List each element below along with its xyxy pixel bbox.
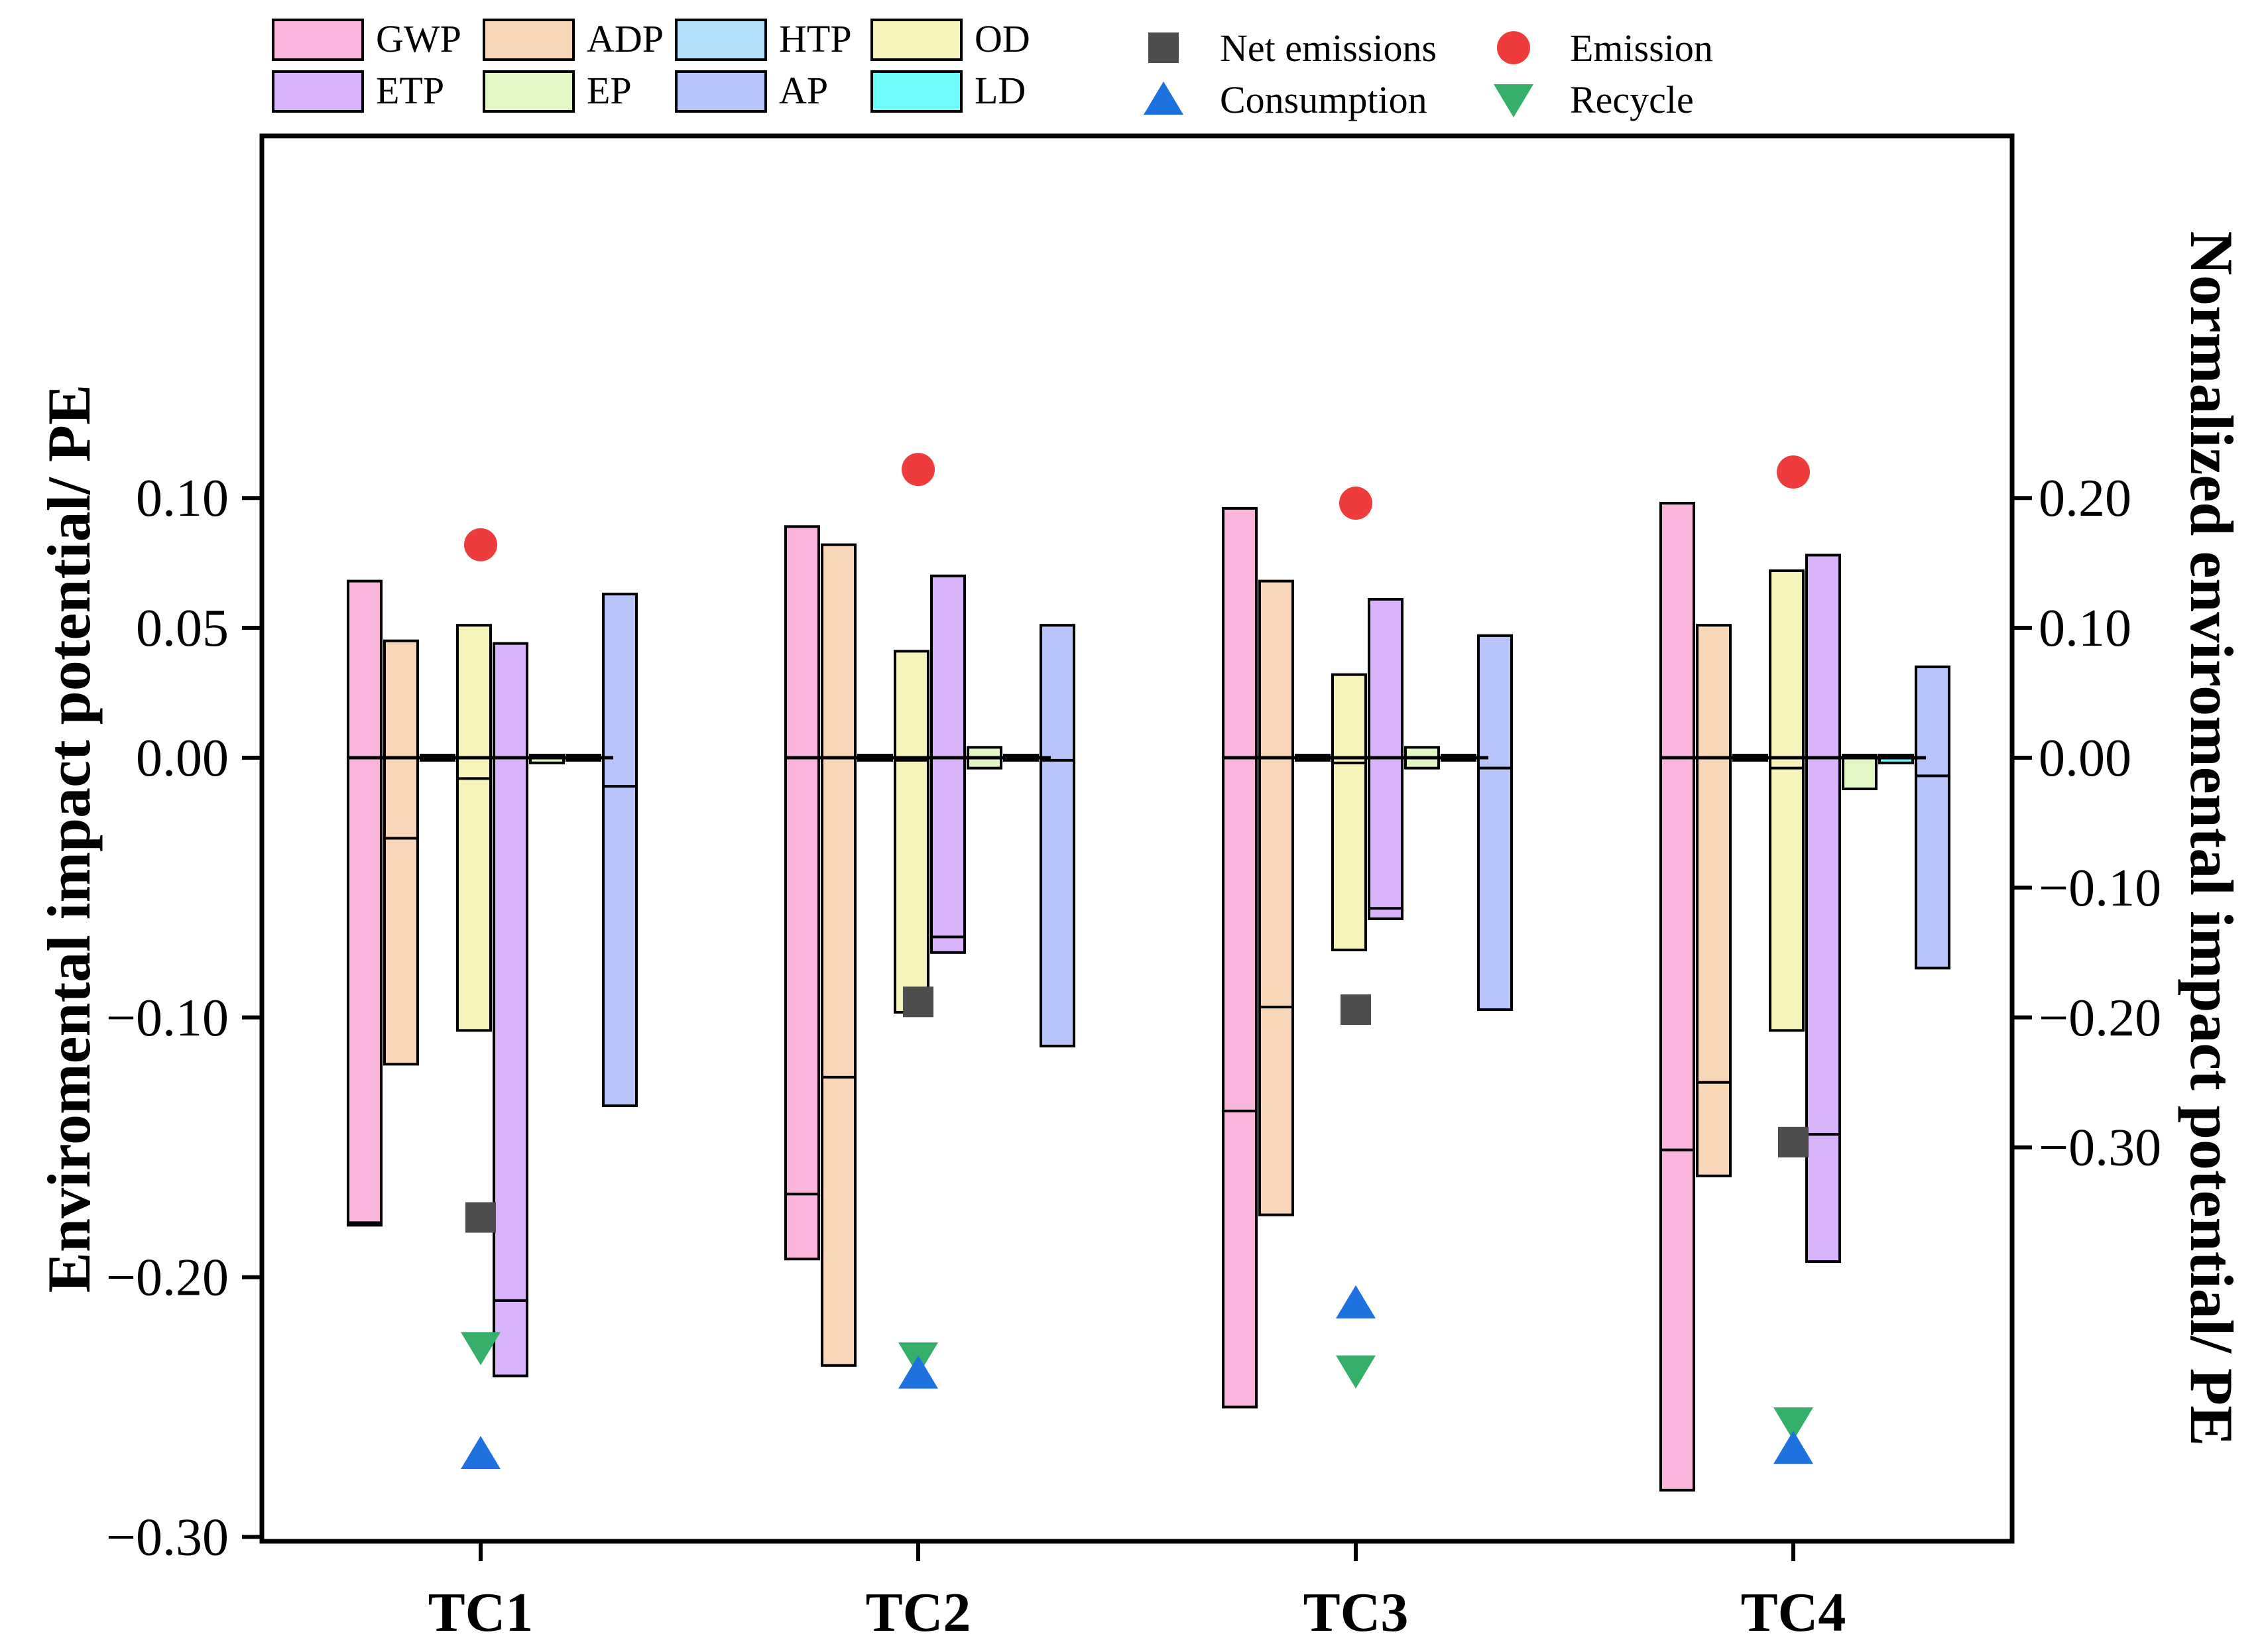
legend-item-emission: Emission (1497, 27, 1713, 70)
legend-swatch-gwp (272, 19, 364, 61)
bar-tc1-gwp (347, 579, 383, 1227)
legend-item-consumption: Consumption (1144, 78, 1427, 121)
legend-marker-consumption (1144, 82, 1183, 115)
legend-marker-emission (1497, 31, 1530, 64)
legend-label-ld: LD (975, 69, 1026, 112)
bar-tc4-od (1769, 569, 1805, 1032)
left-tick-label: −0.30 (106, 1508, 229, 1566)
legend-item-adp: ADP (483, 17, 664, 61)
bar-group-tc1 (347, 579, 638, 1378)
left-tick-label: −0.10 (106, 989, 229, 1047)
legend-swatch-htp (675, 19, 767, 61)
legend-label-consumption: Consumption (1220, 78, 1427, 121)
axes-layer: 0.10 0.05 0.00 −0.10 −0.20 −0.30 0.20 0.10 0.00 −… (106, 469, 2161, 1643)
bar-group-tc4 (1659, 502, 1950, 1492)
marker-emission-tc4 (1777, 455, 1810, 489)
legend-item-ap: AP (675, 69, 828, 113)
right-tick-label: 0.20 (2039, 469, 2131, 528)
bar-tc2-adp (821, 543, 857, 1367)
bar-tc2-etp (930, 574, 966, 954)
legend-marker-recycle (1494, 84, 1533, 117)
legend-label-recycle: Recycle (1570, 78, 1694, 121)
marker-consumption-tc2 (898, 1355, 938, 1389)
markers-layer (461, 453, 1813, 1470)
legend-item-od: OD (870, 17, 1030, 61)
bar-tc3-adp (1258, 579, 1294, 1216)
right-tick-label: −0.30 (2039, 1119, 2161, 1177)
bar-tc3-ap (1477, 634, 1513, 1012)
right-axis-title: Normalized enviromental impact potential… (2178, 231, 2245, 1446)
bar-group-tc3 (1222, 506, 1513, 1409)
legend-label-htp: HTP (779, 17, 852, 60)
bar-tc3-gwp (1222, 506, 1258, 1409)
right-tick-label: −0.20 (2039, 989, 2161, 1047)
bar-tc4-ap (1915, 665, 1950, 970)
bar-tc4-gwp (1659, 502, 1695, 1492)
bars-layer (347, 502, 1950, 1492)
bar-tc2-od (894, 650, 929, 1014)
legend-item-htp: HTP (675, 17, 852, 61)
legend-label-od: OD (975, 17, 1030, 60)
legend-label-net: Net emissions (1220, 27, 1437, 70)
legend-label-adp: ADP (587, 17, 664, 60)
left-axis-title: Enviromental impact potential/ PE (35, 384, 103, 1293)
marker-emission-tc3 (1339, 487, 1372, 520)
bar-tc2-ap (1040, 624, 1075, 1047)
right-tick-label: 0.10 (2039, 599, 2131, 658)
marker-consumption-tc1 (461, 1436, 501, 1470)
bar-tc4-adp (1696, 624, 1732, 1177)
bar-tc4-ep (1842, 754, 1878, 791)
left-tick-label: −0.20 (106, 1249, 229, 1307)
right-tick-label: −0.10 (2039, 859, 2161, 917)
legend-item-recycle: Recycle (1494, 78, 1694, 121)
legend-label-ep: EP (587, 69, 632, 112)
bar-tc1-od (456, 624, 492, 1032)
marker-recycle-tc4 (1773, 1407, 1813, 1441)
marker-emission-tc2 (902, 453, 935, 487)
legend-item-net: Net emissions (1148, 27, 1437, 70)
legend-label-etp: ETP (376, 69, 444, 112)
bar-tc1-etp (493, 642, 528, 1378)
right-tick-label: 0.00 (2039, 729, 2131, 788)
left-tick-label: 0.10 (136, 469, 229, 528)
left-tick-label: 0.05 (136, 599, 229, 658)
x-tick-label-tc3: TC3 (1303, 1582, 1409, 1643)
legend-swatch-etp (272, 70, 364, 113)
legend-item-ld: LD (870, 69, 1026, 113)
legend-swatch-ld (870, 70, 963, 113)
marker-recycle-tc3 (1336, 1355, 1376, 1389)
legend-swatch-ap (675, 70, 767, 113)
bar-group-tc2 (784, 525, 1075, 1367)
legend-item-gwp: GWP (272, 17, 461, 61)
legend-marker-net (1148, 32, 1179, 63)
marker-net-tc3 (1341, 994, 1371, 1026)
legend: GWP ADP HTP OD ETP EP AP LD Net emissions Emissio… (272, 17, 1713, 121)
plot-frame (259, 133, 2015, 1544)
marker-consumption-tc3 (1336, 1285, 1376, 1319)
x-tick-label-tc2: TC2 (866, 1582, 971, 1643)
legend-swatch-od (870, 19, 963, 61)
marker-net-tc4 (1778, 1126, 1809, 1157)
marker-emission-tc1 (464, 528, 497, 561)
marker-consumption-tc4 (1773, 1431, 1813, 1464)
legend-label-ap: AP (779, 69, 828, 112)
bar-tc2-gwp (784, 525, 820, 1261)
bar-tc1-ap (602, 593, 638, 1108)
legend-item-etp: ETP (272, 69, 444, 113)
bar-tc4-etp (1805, 554, 1841, 1264)
x-tick-label-tc4: TC4 (1741, 1582, 1846, 1643)
marker-recycle-tc1 (461, 1332, 501, 1366)
legend-swatch-adp (483, 19, 575, 61)
marker-net-tc1 (465, 1202, 496, 1233)
bar-tc1-adp (383, 639, 419, 1066)
marker-net-tc2 (903, 986, 933, 1018)
left-tick-label: 0.00 (136, 729, 229, 788)
x-tick-label-tc1: TC1 (428, 1582, 534, 1643)
legend-label-gwp: GWP (376, 17, 461, 60)
legend-label-emission: Emission (1570, 27, 1713, 70)
legend-item-ep: EP (483, 69, 632, 113)
bar-tc3-od (1331, 673, 1367, 951)
legend-swatch-ep (483, 70, 575, 113)
